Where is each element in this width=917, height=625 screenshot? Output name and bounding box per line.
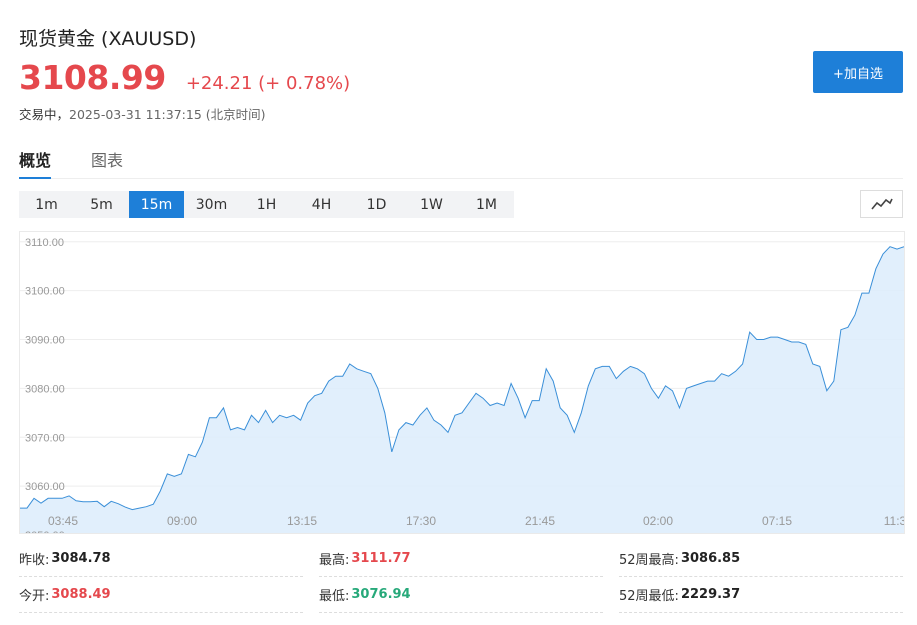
x-tick-label: 11:3 (884, 514, 905, 528)
stat-label: 今开: (19, 589, 50, 604)
add-to-watchlist-button[interactable]: +加自选 (813, 51, 903, 93)
stat-label: 52周最低: (619, 589, 679, 604)
stat-label: 昨收: (19, 553, 50, 568)
tab-overview[interactable]: 概览 (19, 144, 52, 179)
stat-prev-close: 昨收: 3084.78 (19, 541, 303, 577)
tab-chart[interactable]: 图表 (91, 151, 124, 170)
price-change: +24.21 (+ 0.78%) (185, 73, 351, 94)
status-label: 交易中， (19, 107, 70, 122)
series-line (20, 246, 904, 511)
range-5m[interactable]: 5m (90, 196, 113, 213)
stat-label: 最低: (319, 589, 350, 604)
line-chart-icon (870, 198, 893, 210)
series-area (20, 246, 904, 533)
stat-52w-high: 52周最高: 3086.85 (619, 541, 903, 577)
x-tick-label: 07:15 (762, 514, 792, 528)
price-chart-svg: 3110.00 3100.00 3090.00 3080.00 3070.00 3060.… (20, 237, 905, 534)
range-1w[interactable]: 1W (420, 196, 443, 213)
price-chart[interactable]: 3110.00 3100.00 3090.00 3080.00 3070.00 3060.… (19, 231, 905, 534)
range-1m[interactable]: 1m (35, 196, 58, 213)
x-tick-label: 13:15 (287, 514, 317, 528)
range-15m[interactable]: 15m (129, 191, 184, 218)
stat-open: 今开: 3088.49 (19, 577, 303, 613)
range-1mo[interactable]: 1M (476, 196, 497, 213)
y-tick-label: 3050.00 (25, 530, 65, 534)
stat-value: 3084.78 (51, 551, 111, 566)
stat-value: 3088.49 (51, 587, 111, 602)
stat-value: 2229.37 (680, 587, 741, 602)
stat-label: 52周最高: (619, 553, 679, 568)
y-tick-label: 3100.00 (25, 286, 65, 298)
x-tick-label: 21:45 (525, 514, 555, 528)
range-1d[interactable]: 1D (366, 196, 387, 213)
stat-value: 3111.77 (351, 551, 411, 566)
range-4h[interactable]: 4H (311, 196, 332, 213)
price-row: 3108.99 +24.21 (+ 0.78%) (19, 58, 350, 97)
stat-low: 最低: 3076.94 (319, 577, 603, 613)
x-tick-label: 17:30 (406, 514, 436, 528)
stat-52w-low: 52周最低: 2229.37 (619, 577, 903, 613)
chart-type-button[interactable] (860, 190, 903, 218)
quote-timestamp: 2025-03-31 11:37:15 (北京时间) (69, 107, 266, 122)
stat-high: 最高: 3111.77 (319, 541, 603, 577)
y-tick-label: 3110.00 (25, 237, 64, 249)
last-price: 3108.99 (19, 58, 166, 97)
x-tick-label: 02:00 (643, 514, 673, 528)
view-tabs: 概览 图表 (19, 144, 903, 179)
range-30m[interactable]: 30m (195, 196, 228, 213)
x-tick-label: 03:45 (48, 514, 78, 528)
time-range-selector: 1m 5m 15m 30m 1H 4H 1D 1W 1M (19, 191, 514, 218)
trading-status: 交易中，2025-03-31 11:37:15 (北京时间) (19, 104, 266, 123)
y-tick-label: 3070.00 (25, 432, 65, 444)
stat-label: 最高: (319, 553, 350, 568)
range-1h[interactable]: 1H (256, 196, 277, 213)
stat-value: 3086.85 (680, 551, 741, 566)
x-tick-label: 09:00 (167, 514, 197, 528)
y-tick-label: 3090.00 (25, 335, 65, 347)
y-tick-label: 3080.00 (25, 383, 65, 395)
stat-value: 3076.94 (351, 587, 411, 602)
y-tick-label: 3060.00 (25, 481, 65, 493)
instrument-title: 现货黄金 (XAUUSD) (19, 28, 197, 50)
